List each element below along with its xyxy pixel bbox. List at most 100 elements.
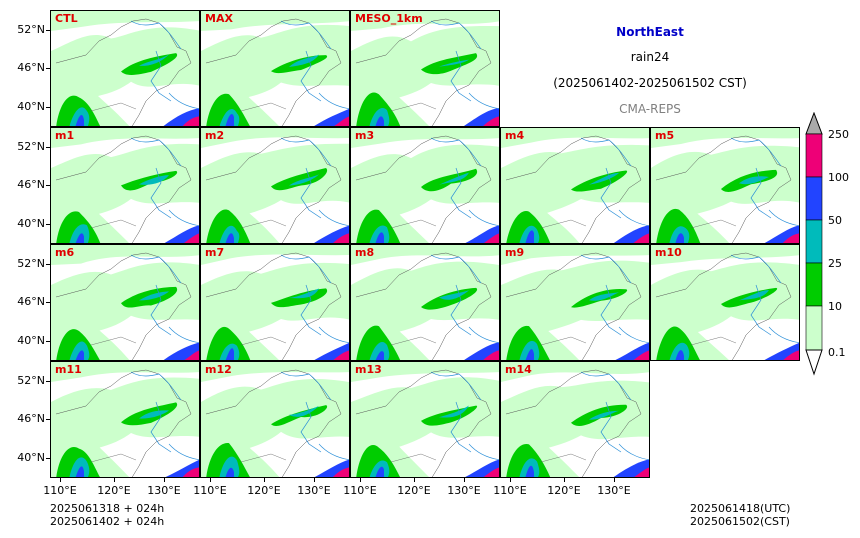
panel-m13: m13 xyxy=(350,361,500,478)
lon-tick xyxy=(360,478,361,482)
lon-tick-label: 130°E xyxy=(147,484,181,497)
panel-m14: m14 xyxy=(500,361,650,478)
lat-tick-label: 40°N xyxy=(17,334,45,347)
lon-tick-label: 130°E xyxy=(597,484,631,497)
lat-tick xyxy=(46,381,50,382)
panel-map xyxy=(651,128,799,243)
panel-label: m8 xyxy=(355,246,375,259)
variable-title: rain24 xyxy=(630,50,670,64)
colorbar-label-250: 250 xyxy=(828,128,849,141)
lon-tick-label: 110°E xyxy=(343,484,377,497)
panel-m8: m8 xyxy=(350,244,500,361)
lat-tick xyxy=(46,419,50,420)
lon-tick xyxy=(114,478,115,482)
panel-map xyxy=(51,362,199,477)
lat-tick-label: 52°N xyxy=(17,140,45,153)
lon-tick xyxy=(164,478,165,482)
lat-tick-label: 40°N xyxy=(17,217,45,230)
panel-m3: m3 xyxy=(350,127,500,244)
panel-map xyxy=(351,11,499,126)
colorbar-graphic xyxy=(805,111,823,376)
lon-tick xyxy=(564,478,565,482)
panel-map xyxy=(201,11,349,126)
panel-map xyxy=(201,362,349,477)
panel-map xyxy=(651,245,799,360)
lon-tick xyxy=(210,478,211,482)
panel-label: m4 xyxy=(505,129,525,142)
panel-map xyxy=(201,245,349,360)
source-title: CMA-REPS xyxy=(619,102,681,116)
colorbar-label-25: 25 xyxy=(828,257,842,270)
colorbar-label-0.1: 0.1 xyxy=(828,346,846,359)
panel-m2: m2 xyxy=(200,127,350,244)
colorbar-label-100: 100 xyxy=(828,171,849,184)
panel-label: m13 xyxy=(355,363,382,376)
lat-tick-label: 46°N xyxy=(17,61,45,74)
colorbar-bin-10-25 xyxy=(805,262,823,307)
panel-label: MESO_1km xyxy=(355,12,423,25)
lat-tick xyxy=(46,302,50,303)
lon-tick xyxy=(60,478,61,482)
lat-tick xyxy=(46,68,50,69)
region-title: NorthEast xyxy=(616,25,684,39)
lon-tick xyxy=(414,478,415,482)
panel-map xyxy=(201,128,349,243)
panel-label: m10 xyxy=(655,246,682,259)
footer-init-cst: 2025061402 + 024h xyxy=(50,515,165,528)
colorbar-bin-25-50 xyxy=(805,219,823,264)
lat-tick-label: 52°N xyxy=(17,257,45,270)
lon-tick-label: 110°E xyxy=(43,484,77,497)
footer-init-utc: 2025061318 + 024h xyxy=(50,502,165,515)
colorbar-top-triangle xyxy=(805,111,823,135)
panel-m9: m9 xyxy=(500,244,650,361)
lat-tick-label: 46°N xyxy=(17,295,45,308)
lon-tick-label: 120°E xyxy=(247,484,281,497)
lon-tick-label: 110°E xyxy=(193,484,227,497)
footer-valid-utc: 2025061418(UTC) xyxy=(690,502,791,515)
lon-tick xyxy=(614,478,615,482)
lat-tick xyxy=(46,458,50,459)
panel-label: m14 xyxy=(505,363,532,376)
panel-map xyxy=(351,362,499,477)
lon-tick xyxy=(314,478,315,482)
panel-m4: m4 xyxy=(500,127,650,244)
lat-tick-label: 46°N xyxy=(17,412,45,425)
panel-label: MAX xyxy=(205,12,233,25)
lat-tick xyxy=(46,264,50,265)
panel-map xyxy=(51,128,199,243)
lon-tick-label: 130°E xyxy=(447,484,481,497)
panel-m11: m11 xyxy=(50,361,200,478)
panel-map xyxy=(501,362,649,477)
lon-tick-label: 120°E xyxy=(397,484,431,497)
panel-m1: m1 xyxy=(50,127,200,244)
panel-map xyxy=(51,245,199,360)
lat-tick xyxy=(46,107,50,108)
period-title: (2025061402-2025061502 CST) xyxy=(553,76,747,90)
lon-tick-label: 130°E xyxy=(297,484,331,497)
colorbar-label-50: 50 xyxy=(828,214,842,227)
panel-max: MAX xyxy=(200,10,350,127)
lat-tick-label: 46°N xyxy=(17,178,45,191)
panel-label: m7 xyxy=(205,246,225,259)
colorbar-bin-50-100 xyxy=(805,176,823,221)
colorbar xyxy=(805,111,823,376)
lon-tick-label: 110°E xyxy=(493,484,527,497)
panel-map xyxy=(351,245,499,360)
panel-m12: m12 xyxy=(200,361,350,478)
panel-ctl: CTL xyxy=(50,10,200,127)
footer-valid-cst: 2025061502(CST) xyxy=(690,515,790,528)
panel-label: m2 xyxy=(205,129,225,142)
lat-tick-label: 52°N xyxy=(17,374,45,387)
lon-tick-label: 120°E xyxy=(97,484,131,497)
lat-tick xyxy=(46,341,50,342)
panel-label: m1 xyxy=(55,129,75,142)
panel-label: CTL xyxy=(55,12,78,25)
panel-label: m5 xyxy=(655,129,675,142)
lat-tick xyxy=(46,147,50,148)
panel-meso-1km: MESO_1km xyxy=(350,10,500,127)
lon-tick-label: 120°E xyxy=(547,484,581,497)
lat-tick xyxy=(46,185,50,186)
colorbar-bin-100-250 xyxy=(805,133,823,178)
panel-label: m12 xyxy=(205,363,232,376)
panel-m5: m5 xyxy=(650,127,800,244)
